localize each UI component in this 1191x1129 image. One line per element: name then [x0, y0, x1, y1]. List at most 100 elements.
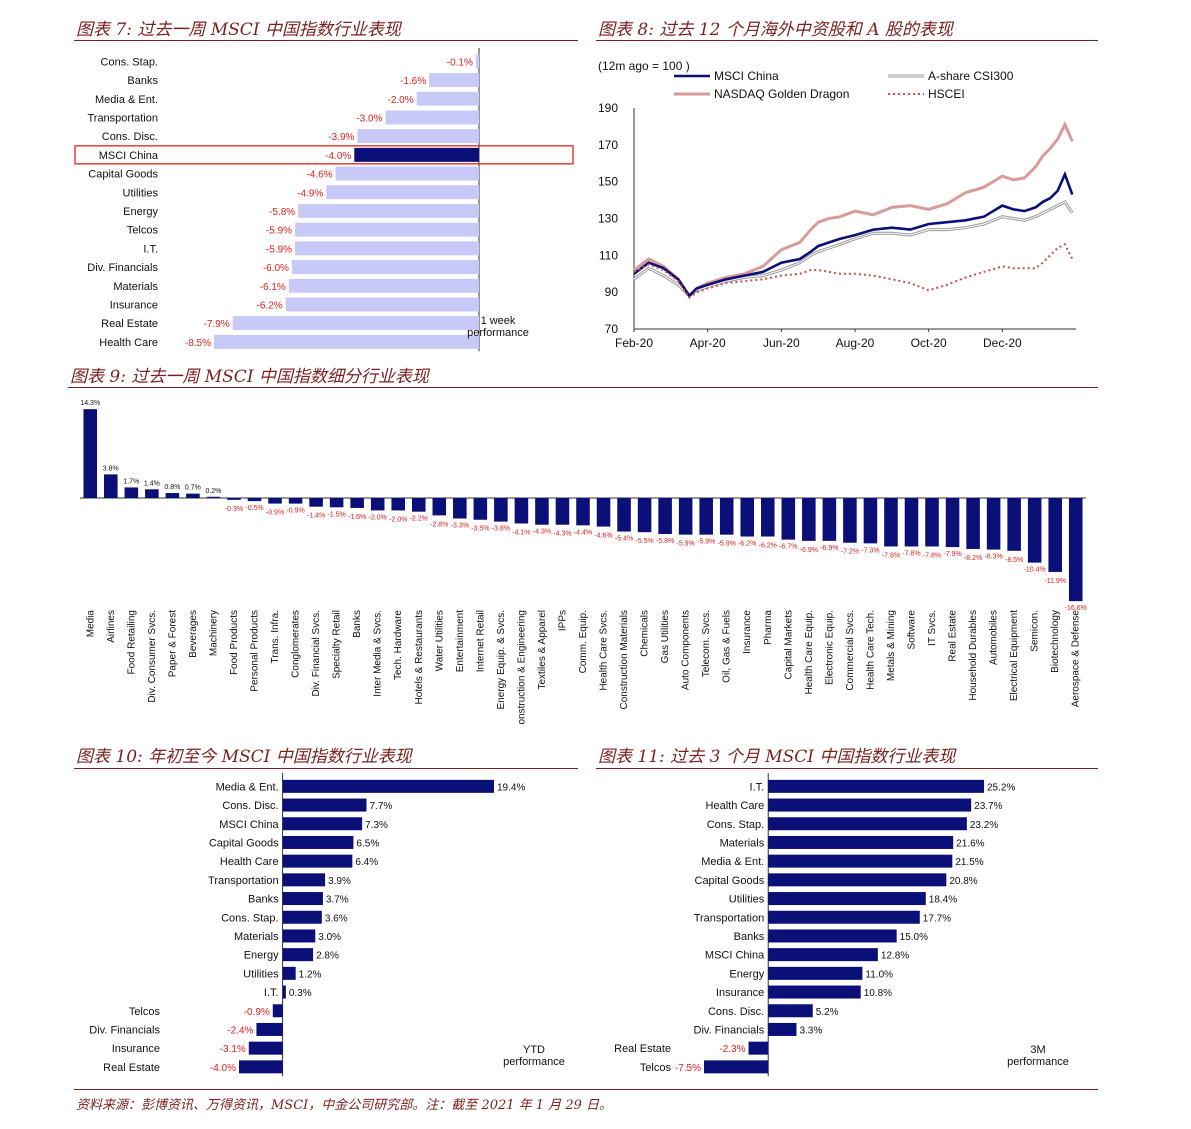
fig9-value-label: -2.8%: [430, 521, 448, 528]
fig10-bar: [256, 1022, 283, 1036]
fig9-value-label: -7.8%: [902, 550, 920, 557]
fig9-bar: [227, 498, 241, 500]
fig11-category-label: MSCI China: [705, 950, 765, 962]
fig11-category-label: Capital Goods: [695, 875, 765, 887]
fig11-category-label: Banks: [734, 931, 765, 943]
fig9-value-label: -4.6%: [594, 533, 612, 540]
fig10-bar: [248, 1041, 283, 1055]
fig9-category-label: Specialty Retail: [332, 610, 343, 679]
fig11-annotation: 3M: [1030, 1044, 1045, 1056]
fig10-bar: [282, 798, 367, 812]
fig11-category-label: Materials: [720, 837, 765, 849]
fig9-value-label: 3.8%: [103, 465, 119, 472]
fig7-value-label: -6.2%: [257, 300, 283, 311]
fig7-category-label: Div. Financials: [87, 262, 158, 274]
fig8-x-tick-label: Dec-20: [983, 336, 1022, 350]
fig8-x-tick-label: Aug-20: [836, 336, 875, 350]
fig9-category-label: Capital Markets: [783, 610, 794, 679]
fig9-title: 图表 9: 过去一周 MSCI 中国指数细分行业表现: [70, 367, 429, 387]
fig10-category-label: Div. Financials: [89, 1024, 160, 1036]
fig9-bar: [350, 498, 364, 508]
fig9-category-label: Construction & Engineering: [516, 610, 527, 724]
fig9-category-label: Entertainment: [455, 610, 466, 672]
fig7-category-label: Cons. Disc.: [102, 131, 158, 143]
fig9-value-label: -5.9%: [697, 539, 715, 546]
fig8-y-axis-label: (12m ago = 100 ): [598, 59, 690, 73]
fig7-category-label: Banks: [127, 75, 158, 87]
fig9-category-label: Real Estate: [948, 610, 959, 662]
fig9-value-label: -2.0%: [369, 514, 387, 521]
fig10-value-label: 3.6%: [325, 913, 348, 924]
fig11-value-label: 20.8%: [949, 876, 977, 887]
fig9-category-label: Electronic Equip.: [824, 610, 835, 685]
fig8-title: 图表 8: 过去 12 个月海外中资股和 A 股的表现: [598, 20, 953, 40]
fig9-category-label: Hotels & Restaurants: [414, 610, 425, 705]
fig10-category-label: Transportation: [208, 875, 279, 887]
fig9-category-label: Pharma: [763, 610, 774, 645]
fig9-value-label: -0.5%: [245, 505, 263, 512]
fig7-value-label: -5.9%: [266, 226, 292, 237]
fig9-bar: [247, 498, 262, 502]
fig11-value-label: -2.3%: [719, 1044, 745, 1055]
fig10-annotation: YTD: [523, 1044, 545, 1056]
fig11-bar: [768, 1022, 797, 1036]
fig11-category-label: Cons. Stap.: [707, 819, 764, 831]
fig8-series-msci-china: [633, 170, 1074, 298]
fig9-bar: [145, 489, 159, 498]
fig7-bar: [295, 222, 479, 237]
fig7-category-label: Telcos: [127, 225, 159, 237]
fig9-bar: [83, 409, 98, 498]
fig9-bar: [596, 498, 611, 527]
fig10-bar: [239, 1060, 283, 1074]
fig9-bar: [104, 474, 118, 498]
fig9-value-label: -6.9%: [820, 545, 838, 552]
fig9-category-label: Oil, Gas & Fuels: [722, 610, 733, 683]
fig10-category-label: Capital Goods: [209, 837, 279, 849]
fig10-value-label: -4.0%: [210, 1063, 236, 1074]
fig9-category-label: Software: [906, 610, 917, 650]
fig10-bar: [282, 910, 322, 924]
fig8-y-tick-label: 90: [605, 285, 619, 299]
fig7-value-label: -5.9%: [266, 244, 292, 255]
fig11-value-label: 23.7%: [974, 801, 1002, 812]
fig7-bar: [354, 147, 479, 162]
fig9-bar: [124, 487, 139, 498]
fig9-category-label: Banks: [352, 610, 363, 638]
fig10-rule: [74, 768, 578, 769]
fig8-legend-label: HSCEI: [928, 87, 965, 101]
fig8-y-tick-label: 130: [598, 212, 618, 226]
fig7-bar: [416, 91, 479, 106]
fig10-value-label: 6.4%: [355, 857, 378, 868]
fig11-bar: [748, 1041, 769, 1055]
fig11-category-label: Telcos: [640, 1062, 672, 1074]
fig9-category-label: Beverages: [188, 610, 199, 658]
fig7-bar: [232, 316, 479, 331]
fig11-bar: [768, 948, 878, 962]
fig7-title: 图表 7: 过去一周 MSCI 中国指数行业表现: [76, 20, 401, 40]
fig11-bar: [768, 798, 972, 812]
fig9-value-label: -10.4%: [1024, 567, 1046, 574]
fig9-value-label: -5.8%: [656, 538, 674, 545]
fig7-bar: [295, 241, 479, 256]
fig11-value-label: 17.7%: [923, 913, 951, 924]
fig7-bar: [298, 203, 479, 218]
fig9-bar: [781, 498, 796, 540]
fig11-bar: [768, 892, 926, 906]
fig9-bar: [165, 493, 180, 498]
fig7-bar: [385, 110, 479, 125]
fig10-category-label: Materials: [234, 931, 279, 943]
fig10-bar: [282, 948, 314, 962]
fig9-value-label: 0.2%: [205, 488, 221, 495]
fig9-bar: [535, 498, 549, 525]
fig9-bar: [925, 498, 939, 547]
fig7-category-label: Cons. Stap.: [101, 56, 158, 68]
fig9-value-label: -1.4%: [307, 513, 325, 520]
fig9-category-label: Food Products: [229, 610, 240, 675]
fig9-category-label: Auto Components: [681, 610, 692, 690]
fig9-bar: [309, 498, 323, 507]
fig9-value-label: 1.4%: [144, 480, 160, 487]
fig9-bar: [699, 498, 713, 535]
fig9-category-label: Comm. Equip.: [578, 610, 589, 673]
fig8-legend-label: MSCI China: [714, 69, 779, 83]
fig11-bar: [768, 854, 953, 868]
